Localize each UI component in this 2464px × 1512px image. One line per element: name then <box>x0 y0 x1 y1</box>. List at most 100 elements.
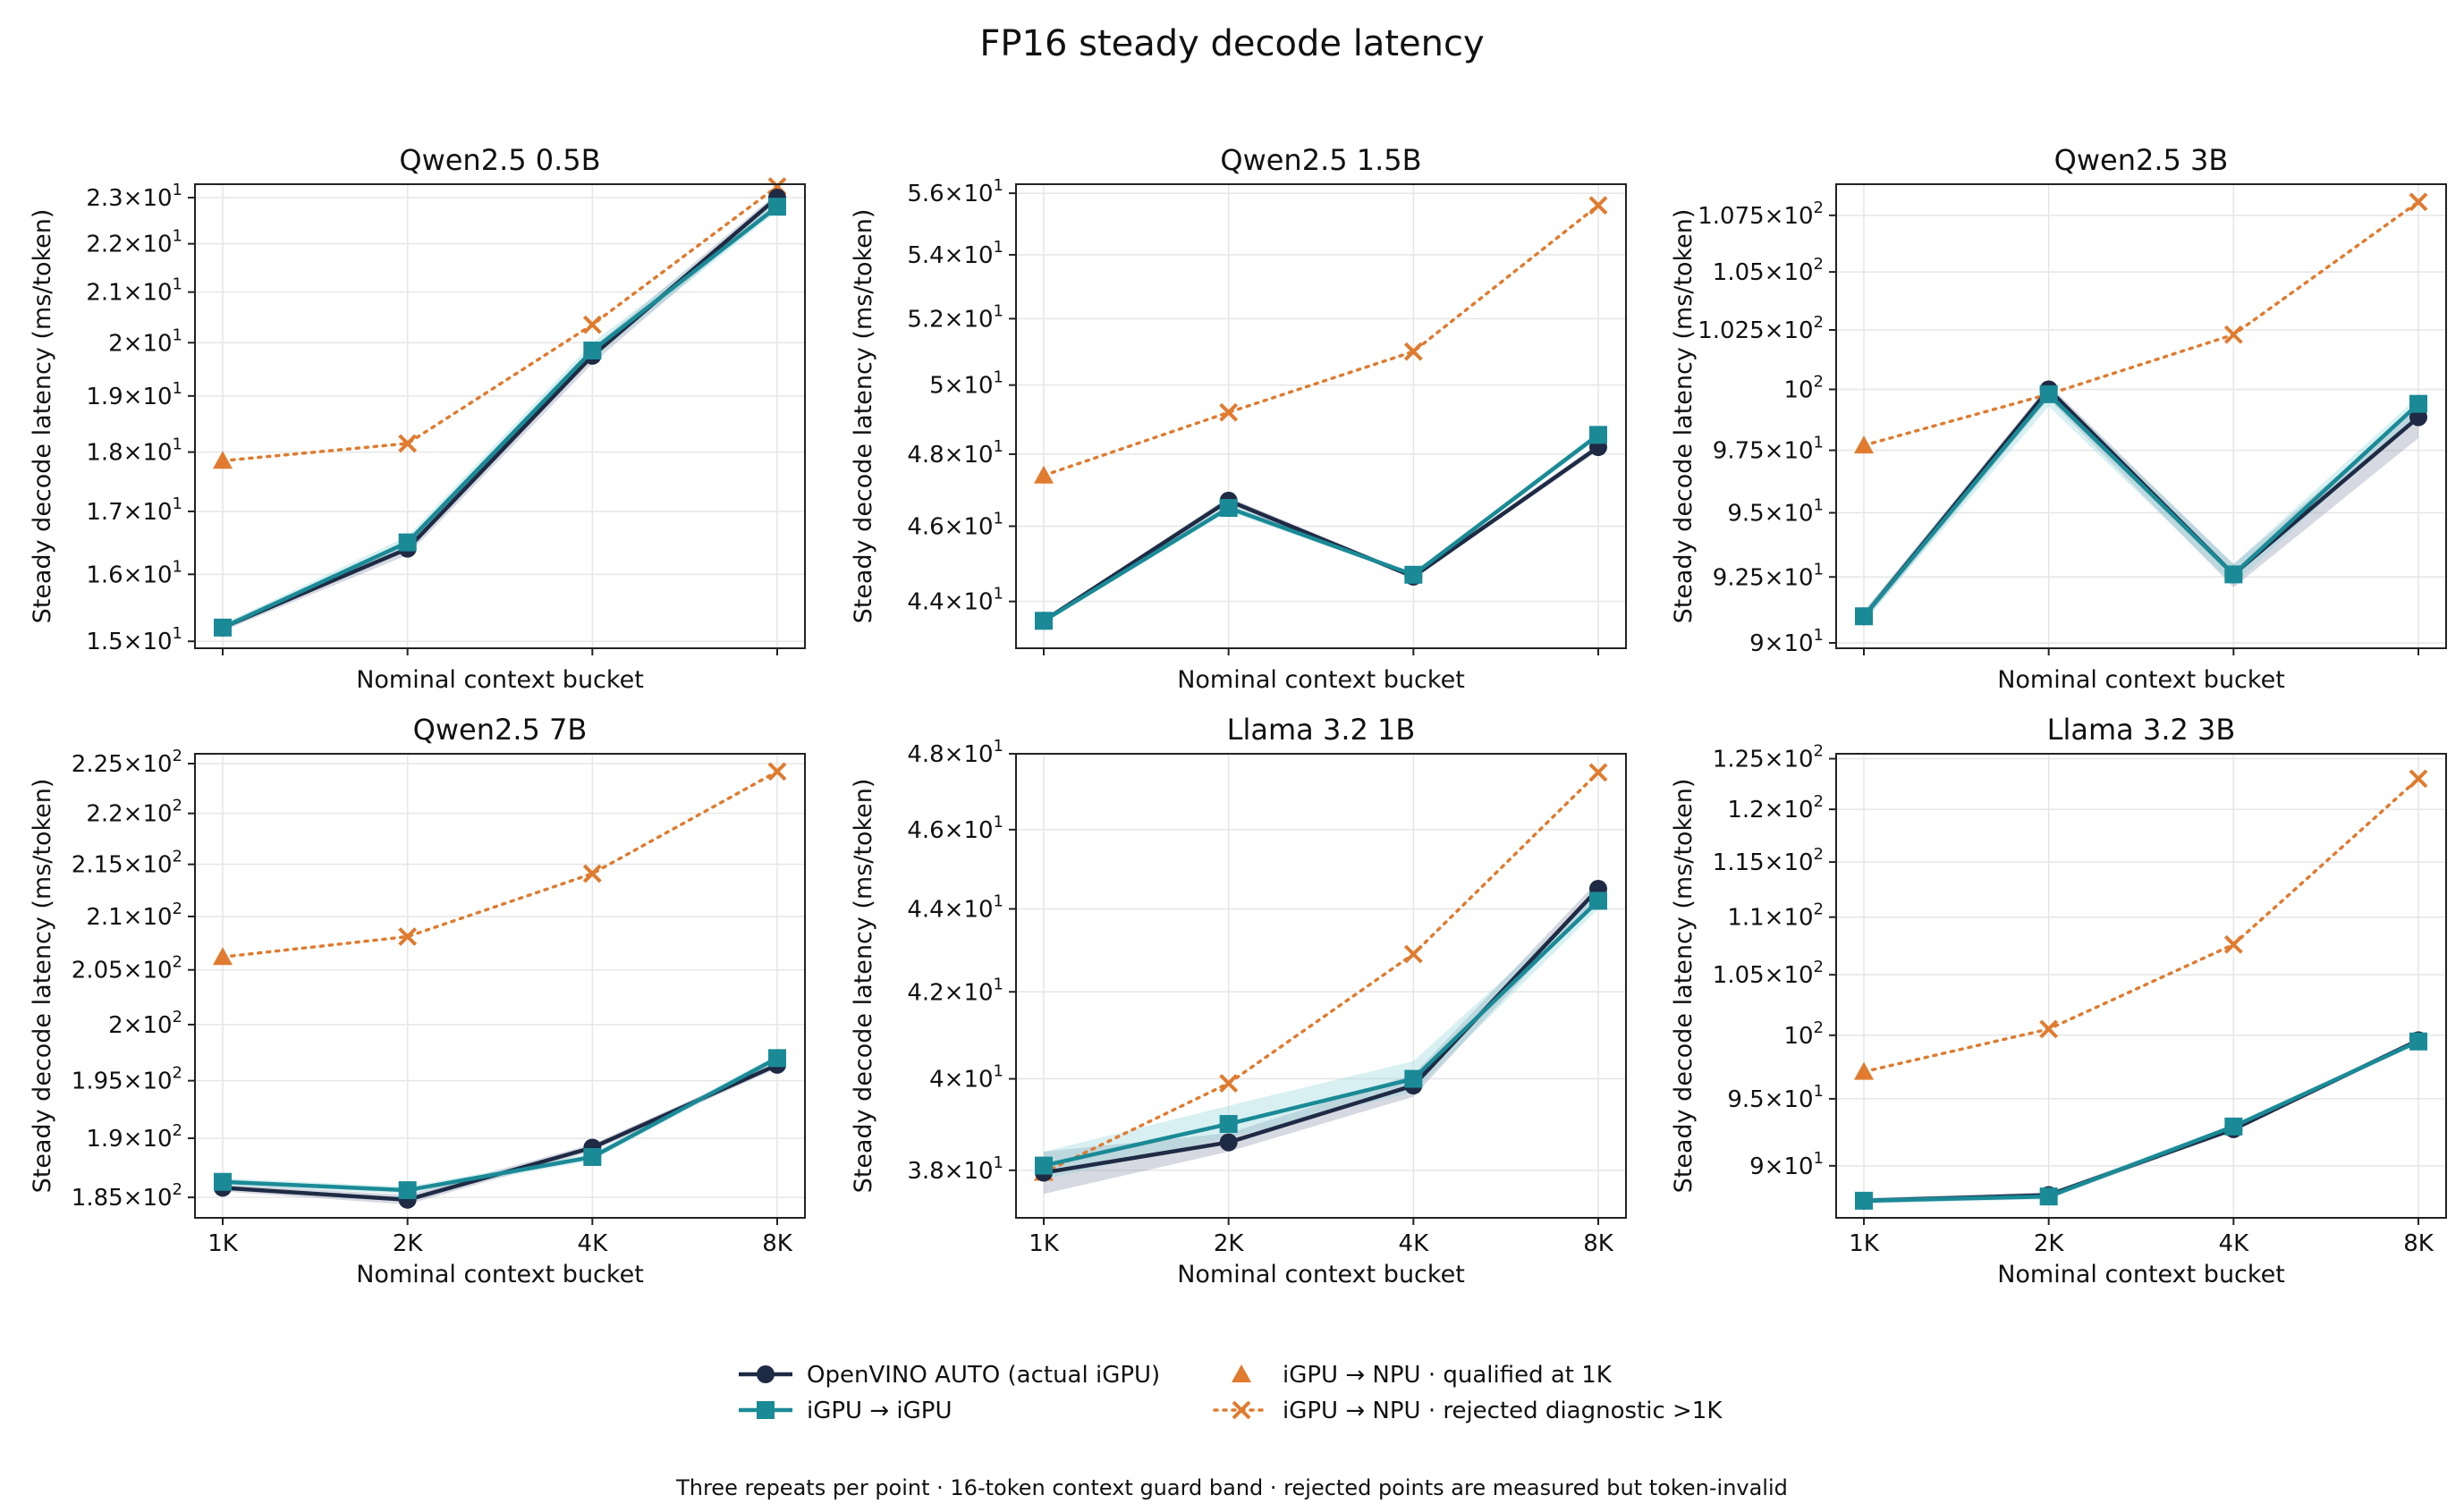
y-tick-label: 1.05×102 <box>1713 958 1824 989</box>
igpu-line <box>1042 433 1600 623</box>
y-tick-label: 1.9×102 <box>86 1121 182 1153</box>
npu-rejected-point-stroke <box>2039 1019 2059 1039</box>
x-tick-label: 4K <box>2219 1230 2250 1257</box>
legend-item-npu_rej: iGPU → NPU · rejected diagnostic >1K <box>1213 1398 1723 1424</box>
npu-qualified-point <box>1854 1061 1874 1080</box>
y-tick-mantissa: 5.4×10 <box>907 242 993 269</box>
panel-title: Qwen2.5 3B <box>2054 143 2229 177</box>
x-tick-label: 1K <box>207 1230 239 1257</box>
y-tick-exponent: 1 <box>1814 560 1824 579</box>
y-tick-exponent: 1 <box>994 1153 1003 1172</box>
igpu-point <box>2409 394 2427 413</box>
y-tick-mantissa: 1.8×10 <box>86 440 172 467</box>
y-tick-mantissa: 4×10 <box>929 1067 993 1094</box>
y-tick-label: 9.25×101 <box>1713 560 1824 591</box>
npu-line <box>1862 200 2420 447</box>
y-tick-exponent: 1 <box>173 325 182 344</box>
y-tick-mantissa: 1.2×10 <box>1727 797 1813 824</box>
y-tick-mantissa: 2×10 <box>108 330 172 357</box>
y-tick-label: 9.5×101 <box>1727 1082 1824 1113</box>
x-axis-label: Nominal context bucket <box>356 1261 644 1288</box>
y-tick-exponent: 1 <box>994 238 1003 257</box>
y-tick-mantissa: 2.1×10 <box>86 904 172 931</box>
y-tick-label: 4.2×101 <box>907 975 1003 1006</box>
igpu-band <box>1044 892 1598 1180</box>
legend-marker <box>757 1401 775 1419</box>
npu-line <box>1042 203 1600 477</box>
y-tick-mantissa: 1.1×10 <box>1727 905 1813 932</box>
y-tick-exponent: 1 <box>173 275 182 294</box>
y-tick-mantissa: 2.3×10 <box>86 185 172 212</box>
y-tick-exponent: 2 <box>173 1180 182 1199</box>
npu-rejected-point <box>398 434 418 453</box>
igpu-point <box>398 1181 417 1200</box>
npu-rejected-point-stroke <box>2409 192 2428 212</box>
y-tick-mantissa: 5.2×10 <box>907 306 993 333</box>
x-tick-label: 2K <box>1214 1230 1245 1257</box>
igpu-point <box>2224 565 2243 584</box>
x-tick-label: 1K <box>1029 1230 1060 1257</box>
y-tick-mantissa: 4.4×10 <box>907 896 993 923</box>
npu-rejected-point <box>1219 402 1239 422</box>
npu-rejected-point <box>2039 1019 2059 1039</box>
y-tick-mantissa: 2.2×10 <box>86 232 172 258</box>
y-tick-exponent: 2 <box>173 747 182 765</box>
y-tick-exponent: 1 <box>1814 626 1824 645</box>
x-tick-label: 4K <box>578 1230 609 1257</box>
x-axis-label: Nominal context bucket <box>1177 1261 1465 1288</box>
y-tick-label: 9×101 <box>1749 1149 1824 1180</box>
y-tick-exponent: 2 <box>1814 900 1824 919</box>
y-tick-mantissa: 1.05×10 <box>1713 259 1814 286</box>
igpu-line <box>222 1056 779 1193</box>
legend-item-npu_qual: iGPU → NPU · qualified at 1K <box>1232 1362 1613 1389</box>
npu-rejected-point-stroke <box>1219 1074 1239 1093</box>
legend-label: iGPU → NPU · qualified at 1K <box>1283 1362 1613 1389</box>
npu-rejected-point <box>2409 769 2428 789</box>
igpu-line <box>1862 392 2420 618</box>
plot-frame <box>1015 183 1627 649</box>
y-tick-exponent: 1 <box>994 510 1003 528</box>
npu-rejected-point-stroke <box>1588 763 1608 782</box>
igpu-point <box>2039 384 2058 403</box>
y-tick-label: 5.2×101 <box>907 301 1003 333</box>
y-tick-label: 2.25×102 <box>72 747 182 778</box>
igpu-point <box>2409 1032 2427 1051</box>
npu-rejected-point <box>398 927 418 946</box>
igpu-point <box>1589 426 1607 444</box>
y-tick-exponent: 2 <box>173 1064 182 1083</box>
y-tick-exponent: 2 <box>173 797 182 815</box>
y-tick-mantissa: 2.1×10 <box>86 280 172 307</box>
y-tick-exponent: 2 <box>173 1121 182 1140</box>
auto-line <box>1042 445 1600 623</box>
npu-rejected-point-stroke <box>1588 196 1608 215</box>
y-tick-exponent: 2 <box>1814 742 1824 761</box>
x-axis-label: Nominal context bucket <box>356 666 644 694</box>
x-axis-label: Nominal context bucket <box>1997 1261 2285 1288</box>
igpu-point <box>1855 607 1873 626</box>
y-tick-label: 5×101 <box>929 368 1003 400</box>
npu-rejected-point <box>2409 192 2428 212</box>
legend: OpenVINO AUTO (actual iGPU) iGPU → iGPU iG… <box>739 1362 1723 1424</box>
y-tick-exponent: 2 <box>1814 372 1824 391</box>
npu-qualified-point <box>1854 435 1874 454</box>
igpu-point <box>1035 612 1053 630</box>
y-tick-label: 1.8×101 <box>86 435 182 467</box>
y-tick-label: 2.15×102 <box>72 848 182 879</box>
y-tick-label: 2.2×101 <box>86 227 182 258</box>
npu-rejected-point <box>2223 325 2243 344</box>
x-tick-label: 8K <box>762 1230 793 1257</box>
y-tick-exponent: 2 <box>173 848 182 866</box>
y-tick-mantissa: 9.5×10 <box>1727 1086 1813 1113</box>
plot-frame <box>194 753 806 1219</box>
legend-label: iGPU → NPU · rejected diagnostic >1K <box>1283 1398 1723 1424</box>
y-axis-label: Steady decode latency (ms/token) <box>1670 209 1698 624</box>
y-tick-mantissa: 1.025×10 <box>1698 317 1813 344</box>
panel-6: 9×1019.5×1011021.05×1021.1×1021.15×1021.… <box>1670 713 2447 1288</box>
y-tick-mantissa: 2.25×10 <box>72 751 173 778</box>
y-tick-exponent: 2 <box>1814 255 1824 274</box>
x-axis-label: Nominal context bucket <box>1177 666 1465 694</box>
y-tick-mantissa: 1.6×10 <box>86 562 172 588</box>
y-tick-exponent: 2 <box>1814 199 1824 217</box>
y-tick-exponent: 1 <box>1814 1149 1824 1168</box>
y-tick-label: 5.4×101 <box>907 238 1003 269</box>
